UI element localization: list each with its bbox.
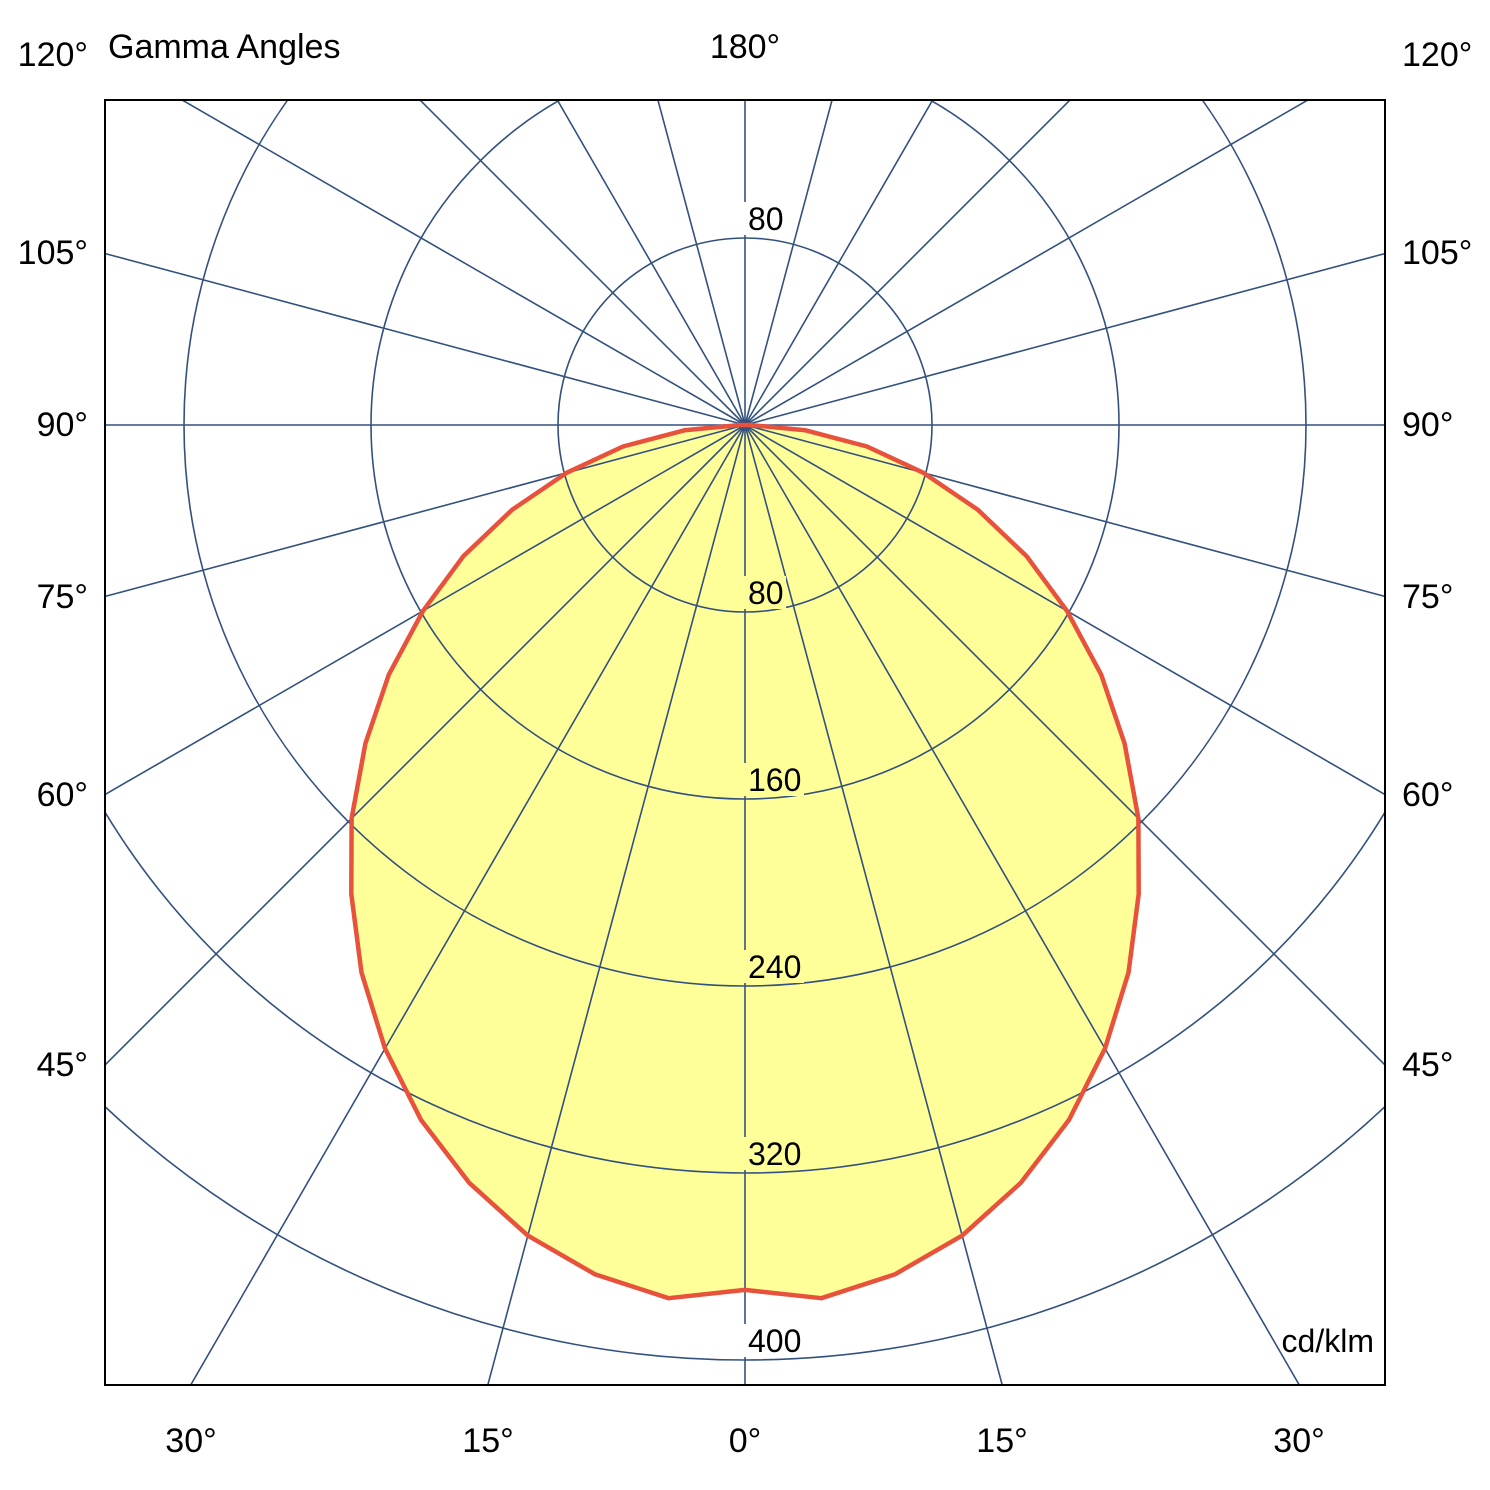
- tick-bg-400: [744, 1324, 804, 1357]
- grid-ray-240: [180, 100, 746, 426]
- angle-label-right-105: 105°: [1402, 234, 1472, 272]
- angle-label-bottom-0: 0°: [729, 1422, 762, 1460]
- angle-label-right-45: 45°: [1402, 1046, 1453, 1084]
- angle-label-bottom-15-left: 15°: [462, 1422, 513, 1460]
- tick-bg-320: [744, 1137, 804, 1170]
- grid-ray-165: [744, 100, 833, 426]
- grid-ray-30: [744, 424, 1301, 1385]
- angle-label-right-120: 120°: [1402, 36, 1472, 74]
- radial-tick-320: 320: [748, 1136, 801, 1172]
- grid-ray-15: [744, 424, 1004, 1385]
- grid-ray-195: [657, 100, 746, 426]
- tick-bg-240: [744, 950, 804, 983]
- grid-ray-330: [189, 424, 746, 1385]
- angle-label-right-90: 90°: [1402, 406, 1453, 444]
- grid-ray-315: [105, 424, 746, 1067]
- angle-labels: Gamma Angles 180° 120° 105° 90° 75° 60° …: [18, 28, 1473, 1460]
- grid-ray-75: [744, 424, 1385, 598]
- angle-label-left-60: 60°: [37, 776, 88, 814]
- angle-label-bottom-30-right: 30°: [1273, 1422, 1324, 1460]
- radial-tick-80-lower: 80: [748, 575, 784, 611]
- chart-title: Gamma Angles: [108, 28, 340, 66]
- tick-bg-80-lower: [744, 576, 786, 609]
- plot-border: [104, 99, 1386, 1386]
- angle-label-left-45: 45°: [37, 1046, 88, 1084]
- angle-label-bottom-15-right: 15°: [976, 1422, 1027, 1460]
- intensity-curve: [349, 422, 1141, 1301]
- grid-ray-345: [486, 424, 746, 1385]
- radial-tick-80-upper: 80: [748, 201, 784, 237]
- grid-ray-300: [105, 424, 746, 796]
- grid-ray-105: [744, 252, 1385, 426]
- unit-label: cd/klm: [1282, 1323, 1374, 1359]
- angle-label-left-75: 75°: [37, 578, 88, 616]
- grid-ray-135: [744, 100, 1072, 426]
- angle-label-right-60: 60°: [1402, 776, 1453, 814]
- grid-ray-225: [418, 100, 746, 426]
- angle-label-top-180: 180°: [710, 28, 780, 66]
- grid-ray-150: [744, 100, 934, 426]
- angle-label-left-120: 120°: [18, 36, 88, 74]
- grid-ray-45: [744, 424, 1385, 1067]
- tick-bg-160: [744, 763, 804, 796]
- angle-label-bottom-30-left: 30°: [165, 1422, 216, 1460]
- grid-ray-285: [105, 424, 746, 598]
- tick-bg-80-upper: [744, 202, 786, 235]
- radial-tick-240: 240: [748, 949, 801, 985]
- radial-tick-160: 160: [748, 762, 801, 798]
- grid-ray-120: [744, 100, 1310, 426]
- radial-tick-400: 400: [748, 1323, 801, 1359]
- angle-label-right-75: 75°: [1402, 578, 1453, 616]
- grid-ray-210: [556, 100, 746, 426]
- grid-ray-60: [744, 424, 1385, 796]
- radial-tick-labels: 80 80 160 240 320 400 cd/klm: [744, 201, 1374, 1359]
- grid-ray-255: [105, 252, 746, 426]
- angle-label-left-90: 90°: [37, 406, 88, 444]
- angle-label-left-105: 105°: [18, 234, 88, 272]
